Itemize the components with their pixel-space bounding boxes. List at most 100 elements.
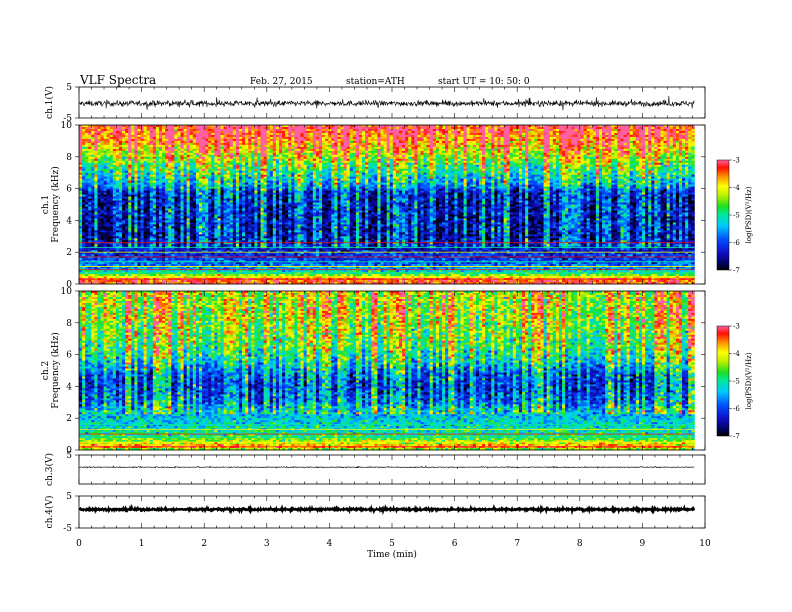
ch1-spectrogram-cell	[109, 162, 114, 166]
ch1-spectrogram-cell	[159, 170, 163, 174]
ch1-spectrogram-cell	[159, 128, 163, 132]
ch1-spectrogram-cell	[171, 168, 175, 172]
ch1-spectrogram-cell	[140, 196, 145, 199]
ch1-spectrogram-cell	[88, 214, 92, 217]
ch1-spectrogram-cell	[100, 258, 105, 261]
ch1-spectrogram-cell	[155, 248, 160, 251]
ch1-spectrogram-cell	[109, 182, 114, 186]
ch1-spectrogram-cell	[122, 182, 126, 186]
ch1-spectrogram-cell	[115, 240, 120, 243]
ch1-spectrogram-cell	[149, 220, 154, 223]
ch1-spectrogram-cell	[131, 270, 135, 273]
ch1-spectrogram-cell	[115, 194, 120, 197]
ch1-spectrogram-cell	[91, 194, 95, 197]
ch1-spectrogram-cell	[159, 266, 163, 269]
ch1-spectrogram-cell	[177, 178, 181, 182]
ch1-spectrogram-cell	[168, 172, 172, 176]
ch1-spectrogram-cell	[112, 264, 117, 267]
ch1-spectrogram-cell	[140, 126, 145, 130]
ch1-spectrogram-cell	[177, 208, 181, 211]
ch1-spectrogram-cell	[112, 230, 117, 233]
ch1-spectrogram-cell	[177, 188, 181, 191]
ch1-spectrogram-cell	[91, 252, 95, 255]
ch1-spectrogram-cell	[100, 156, 105, 160]
ch1-spectrogram-cell	[171, 154, 175, 158]
ch1-spectrogram-cell	[131, 148, 135, 152]
ch1-spectrogram-cell	[88, 226, 92, 229]
ch1-spectrogram-cell	[125, 234, 129, 237]
ch1-spectrogram-cell	[159, 270, 163, 273]
ch1-spectrogram-cell	[91, 180, 95, 184]
ch1-spectrogram-cell	[174, 125, 178, 128]
ch1-spectrogram-cell	[143, 172, 148, 176]
ch1-spectrogram-cell	[91, 148, 95, 152]
ch1-spectrogram-cell	[119, 238, 123, 241]
ch1-spectrogram-cell	[134, 242, 138, 245]
ch1-spectrogram-cell	[180, 252, 185, 255]
ch1-spectrogram-cell	[155, 264, 160, 267]
ch1-spectrogram-cell	[134, 240, 138, 243]
ch1-spectrogram-cell	[168, 200, 172, 203]
ch1-spectrogram-cell	[122, 164, 126, 168]
ch1-spectrogram-cell	[97, 240, 101, 243]
ch1-spectrogram-cell	[134, 164, 138, 168]
ch1-spectrogram-cell	[82, 164, 86, 168]
ch1-spectrogram-cell	[112, 142, 117, 146]
ch1-spectrogram-cell	[119, 182, 123, 186]
ch1-spectrogram-cell	[137, 238, 141, 241]
ch1-spectrogram-cell	[94, 156, 98, 160]
ch1-spectrogram-cell	[137, 232, 141, 235]
ch1-spectrogram-cell	[109, 200, 114, 203]
ch1-spectrogram-cell	[186, 144, 191, 148]
ch1-spectrogram-cell	[131, 252, 135, 255]
ch1-spectrogram-cell	[140, 252, 145, 255]
ch1-spectrogram-cell	[119, 204, 123, 207]
ch1-spectrogram-cell	[180, 188, 185, 191]
ch1-spectrogram-cell	[149, 126, 154, 130]
ch1-spectrogram-cell	[115, 146, 120, 150]
ch1-spectrogram-cell	[180, 274, 185, 277]
ch1-spectrogram-cell	[79, 140, 83, 144]
ch1-spectrogram-cell	[115, 152, 120, 156]
ch1-spectrogram-cell	[91, 178, 95, 182]
ch1-spectrogram-cell	[94, 180, 98, 184]
ch1-spectrogram-cell	[79, 236, 83, 239]
ch1-spectrogram-cell	[155, 166, 160, 170]
ch1-spectrogram-cell	[112, 226, 117, 229]
ch1-spectrogram-cell	[85, 142, 89, 146]
ch1-spectrogram-cell	[115, 140, 120, 144]
ch1-spectrogram-cell	[122, 176, 126, 180]
ch1-spectrogram-cell	[106, 196, 111, 199]
ch1-spectrogram-cell	[85, 152, 89, 156]
ch1-spectrogram-cell	[183, 170, 188, 174]
ch1-spectrogram-cell	[82, 254, 86, 257]
ch1-spectrogram-cell	[97, 224, 101, 227]
ch1-spectrogram-cell	[162, 158, 166, 162]
ch1-spectrogram-cell	[162, 178, 166, 182]
ch1-spectrogram-cell	[162, 134, 166, 138]
ch1-spectrogram-cell	[149, 198, 154, 201]
ch1-spectrogram-cell	[79, 200, 83, 203]
ch1-spectrogram-cell	[109, 204, 114, 207]
ch1-spectrogram-cell	[91, 156, 95, 160]
ch1-spectrogram-cell	[100, 212, 105, 215]
ch1-spectrogram-cell	[149, 266, 154, 269]
ch1-spectrogram-cell	[143, 274, 148, 277]
ch1-spectrogram-cell	[149, 154, 154, 158]
ch1-spectrogram-cell	[79, 274, 83, 277]
ch1-spectrogram-cell	[183, 266, 188, 269]
ch1-spectrogram-cell	[177, 218, 181, 221]
ch1-spectrogram-cell	[106, 258, 111, 261]
ch1-spectrogram-cell	[146, 196, 151, 199]
ch1-spectrogram-cell	[91, 172, 95, 176]
ch1-spectrogram-cell	[103, 194, 108, 197]
ch1-spectrogram-cell	[165, 212, 169, 215]
ch1-spectrogram-cell	[177, 232, 181, 235]
ch1-spectrogram-cell	[79, 180, 83, 184]
ch1-spectrogram-cell	[186, 158, 191, 162]
ch1-spectrogram-cell	[97, 150, 101, 154]
ch1-spectrogram-cell	[91, 236, 95, 239]
ch1-spectrogram-cell	[131, 192, 135, 195]
ch1-spectrogram-cell	[174, 262, 178, 265]
ch1-spectrogram-cell	[97, 132, 101, 136]
